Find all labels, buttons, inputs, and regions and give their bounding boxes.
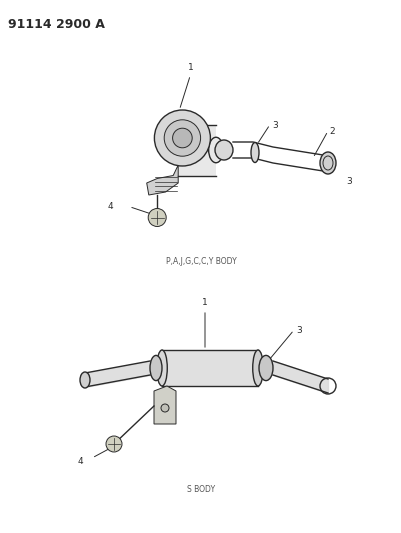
Polygon shape	[154, 386, 176, 424]
Circle shape	[106, 436, 122, 452]
Circle shape	[154, 110, 211, 166]
Circle shape	[164, 120, 200, 156]
Ellipse shape	[259, 356, 273, 381]
Text: 3: 3	[296, 326, 302, 335]
Polygon shape	[178, 125, 216, 175]
Ellipse shape	[320, 152, 336, 174]
Text: 4: 4	[107, 202, 113, 211]
Text: P,A,J,G,C,C,Y BODY: P,A,J,G,C,C,Y BODY	[166, 257, 236, 266]
Text: 3: 3	[272, 120, 278, 130]
Text: 1: 1	[188, 63, 193, 72]
Polygon shape	[147, 165, 178, 195]
Text: 1: 1	[202, 298, 208, 307]
Ellipse shape	[80, 372, 90, 388]
Text: 3: 3	[346, 176, 352, 185]
Ellipse shape	[215, 140, 233, 160]
Text: 2: 2	[329, 127, 334, 136]
Ellipse shape	[157, 350, 167, 386]
Ellipse shape	[251, 142, 259, 163]
Ellipse shape	[209, 138, 223, 163]
Text: S BODY: S BODY	[187, 486, 215, 495]
Text: 91114 2900 A: 91114 2900 A	[8, 18, 105, 31]
Ellipse shape	[171, 138, 186, 163]
Ellipse shape	[253, 350, 263, 386]
Circle shape	[172, 128, 192, 148]
Ellipse shape	[150, 356, 162, 381]
Circle shape	[148, 208, 166, 227]
Polygon shape	[162, 350, 258, 386]
Circle shape	[161, 404, 169, 412]
Text: 4: 4	[77, 457, 83, 466]
